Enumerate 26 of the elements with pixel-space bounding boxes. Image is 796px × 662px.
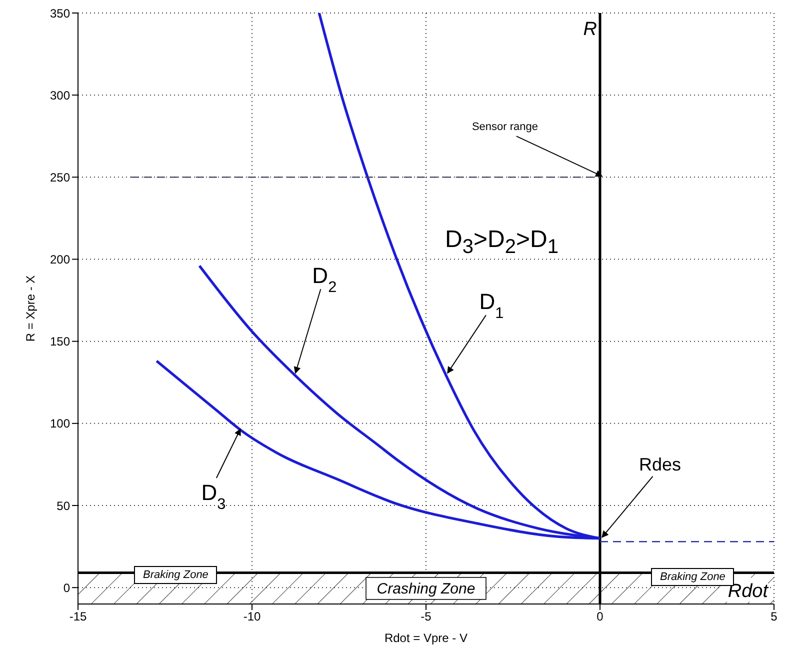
y-tick-label: 100	[50, 416, 70, 431]
annotation: D$_{3}$	[201, 480, 226, 512]
y-tick-label: 300	[50, 88, 70, 102]
y-tick-label: 0	[63, 580, 70, 595]
annotation: D$_{3}$>D$_{2}$>D$_{1}$	[445, 226, 558, 259]
annotation: D$_{2}$	[312, 263, 337, 296]
band-label: Crashing Zone	[376, 580, 476, 598]
x-tick-label: -15	[69, 610, 87, 624]
x-tick-label: -10	[243, 610, 261, 624]
y-tick-label: 350	[50, 6, 70, 20]
x-tick-label: -5	[420, 610, 432, 624]
annotation: Braking Zone	[660, 571, 726, 583]
y-tick-label: 200	[50, 252, 70, 267]
x-tick-label: 5	[770, 610, 778, 624]
x-axis-title: Rdot = Vpre - V	[384, 631, 468, 645]
y-tick-label: 250	[50, 170, 70, 184]
annotation: D$_{1}$	[479, 289, 504, 322]
x-tick-label: 0	[596, 610, 604, 624]
annotation: Sensor range	[472, 121, 538, 134]
annotation: Braking Zone	[134, 566, 218, 584]
annotation: Rdes	[638, 454, 682, 474]
ref-line-label: R	[583, 19, 598, 40]
ref-line-label: Rdot	[728, 580, 769, 602]
y-tick-label: 50	[56, 498, 70, 513]
y-tick-label: 150	[50, 334, 70, 349]
y-axis-title: R = Xpre - X	[23, 275, 38, 342]
